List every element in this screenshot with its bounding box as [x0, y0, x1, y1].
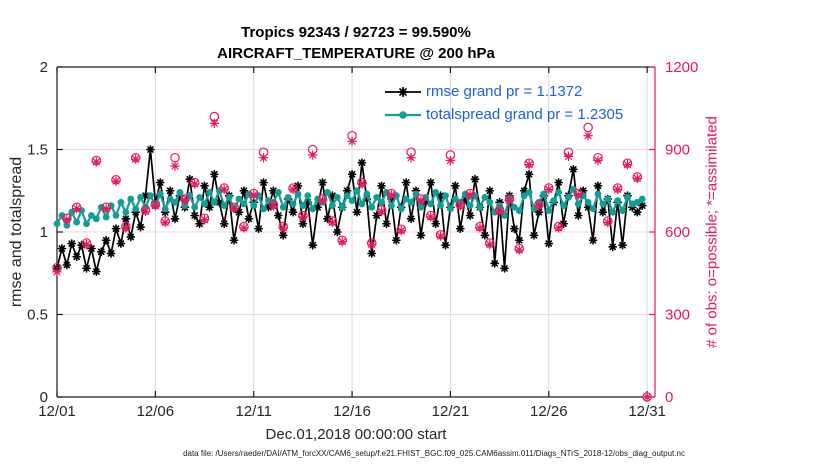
x-axis-label: Dec.01,2018 00:00:00 start: [265, 426, 447, 443]
y-left-tick-label: 0: [40, 389, 48, 406]
rmse-legend-marker-icon: [385, 86, 421, 97]
legend: rmse grand pr = 1.1372 totalspread grand…: [384, 80, 623, 126]
x-tick-label: 12/31: [628, 403, 666, 420]
y-right-tick-label: 600: [665, 224, 690, 241]
y-left-tick-label: 1.5: [27, 142, 48, 159]
axes: [56, 66, 656, 398]
assimilated-obs-series: [52, 118, 652, 402]
figure-subtitle: AIRCRAFT_TEMPERATURE @ 200 hPa: [217, 45, 495, 62]
x-tick-label: 12/01: [38, 403, 76, 420]
figure-title: Tropics 92343 / 92723 = 99.590%: [241, 24, 471, 41]
rmse-series: [52, 145, 647, 276]
totalspread-legend-marker-icon: [385, 110, 421, 119]
legend-item-rmse: rmse grand pr = 1.1372: [384, 80, 623, 103]
legend-label-totalspread: totalspread grand pr = 1.2305: [426, 106, 624, 123]
left-axis-label: rmse and totalspread: [8, 156, 25, 308]
y-left-tick-label: 2: [40, 59, 48, 76]
legend-item-totalspread: totalspread grand pr = 1.2305: [384, 103, 623, 126]
y-right-tick-label: 900: [665, 142, 690, 159]
y-right-tick-label: 1200: [665, 59, 698, 76]
x-tick-label: 12/16: [333, 403, 371, 420]
y-left-tick-label: 0.5: [27, 307, 48, 324]
legend-label-rmse: rmse grand pr = 1.1372: [426, 83, 583, 100]
tick-labels: 12/01 12/06 12/11 12/16 12/21 12/26 12/3100.51…: [27, 59, 698, 420]
x-tick-label: 12/26: [530, 403, 568, 420]
x-tick-label: 12/21: [432, 403, 470, 420]
y-right-tick-label: 300: [665, 307, 690, 324]
data-file-path: data file: /Users/raeder/DAI/ATM_forcXX/…: [183, 449, 685, 458]
gridlines: [57, 67, 655, 397]
y-right-tick-label: 0: [665, 389, 673, 406]
y-left-tick-label: 1: [40, 224, 48, 241]
x-tick-label: 12/06: [137, 403, 175, 420]
right-axis-label: # of obs: o=possible; *=assimilated: [703, 116, 721, 348]
x-tick-label: 12/11: [235, 403, 271, 420]
